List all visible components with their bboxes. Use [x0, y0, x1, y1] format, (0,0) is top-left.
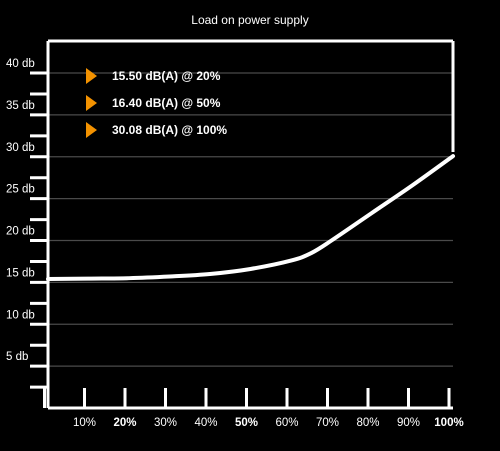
y-tick-label: 10 db	[6, 309, 35, 321]
gridlines	[48, 72, 453, 367]
x-tick-label: 70%	[316, 417, 339, 429]
x-tick-label: 30%	[154, 417, 177, 429]
x-tick-label: 40%	[194, 417, 217, 429]
legend-label: 16.40 dB(A) @ 50%	[112, 96, 221, 110]
legend: 15.50 dB(A) @ 20% 16.40 dB(A) @ 50% 30.08 …	[86, 68, 227, 138]
y-tick-label: 5 db	[6, 351, 28, 363]
x-tick-label: 50%	[235, 417, 258, 429]
y-tick-label: 15 db	[6, 267, 35, 279]
legend-label: 30.08 dB(A) @ 100%	[112, 123, 227, 137]
x-tick-label: 80%	[356, 417, 379, 429]
x-tick-label: 20%	[113, 417, 136, 429]
x-tick-label: 10%	[73, 417, 96, 429]
chart-title: Load on power supply	[191, 13, 308, 27]
y-axis-ticks: 5 db 10 db 15 db 20 db 25 db 30 db 35 db 40 db	[6, 58, 48, 389]
y-tick-label: 40 db	[6, 58, 35, 70]
y-tick-label: 35 db	[6, 100, 35, 112]
y-tick-label: 30 db	[6, 142, 35, 154]
y-tick-label: 25 db	[6, 184, 35, 196]
legend-marker-icon	[86, 122, 97, 138]
legend-marker-icon	[86, 68, 97, 84]
series-line-0	[46, 154, 455, 282]
x-tick-label: 100%	[434, 417, 463, 429]
y-tick-label: 20 db	[6, 226, 35, 238]
series-group	[46, 154, 455, 282]
x-tick-label: 60%	[275, 417, 298, 429]
x-tick-label: 90%	[397, 417, 420, 429]
legend-label: 15.50 dB(A) @ 20%	[112, 69, 221, 83]
plot-frame	[46, 39, 455, 410]
legend-marker-icon	[86, 95, 97, 111]
x-axis-ticks: 10% 20% 30% 40% 50% 60% 70% 80% 90% 100%	[43, 388, 464, 429]
